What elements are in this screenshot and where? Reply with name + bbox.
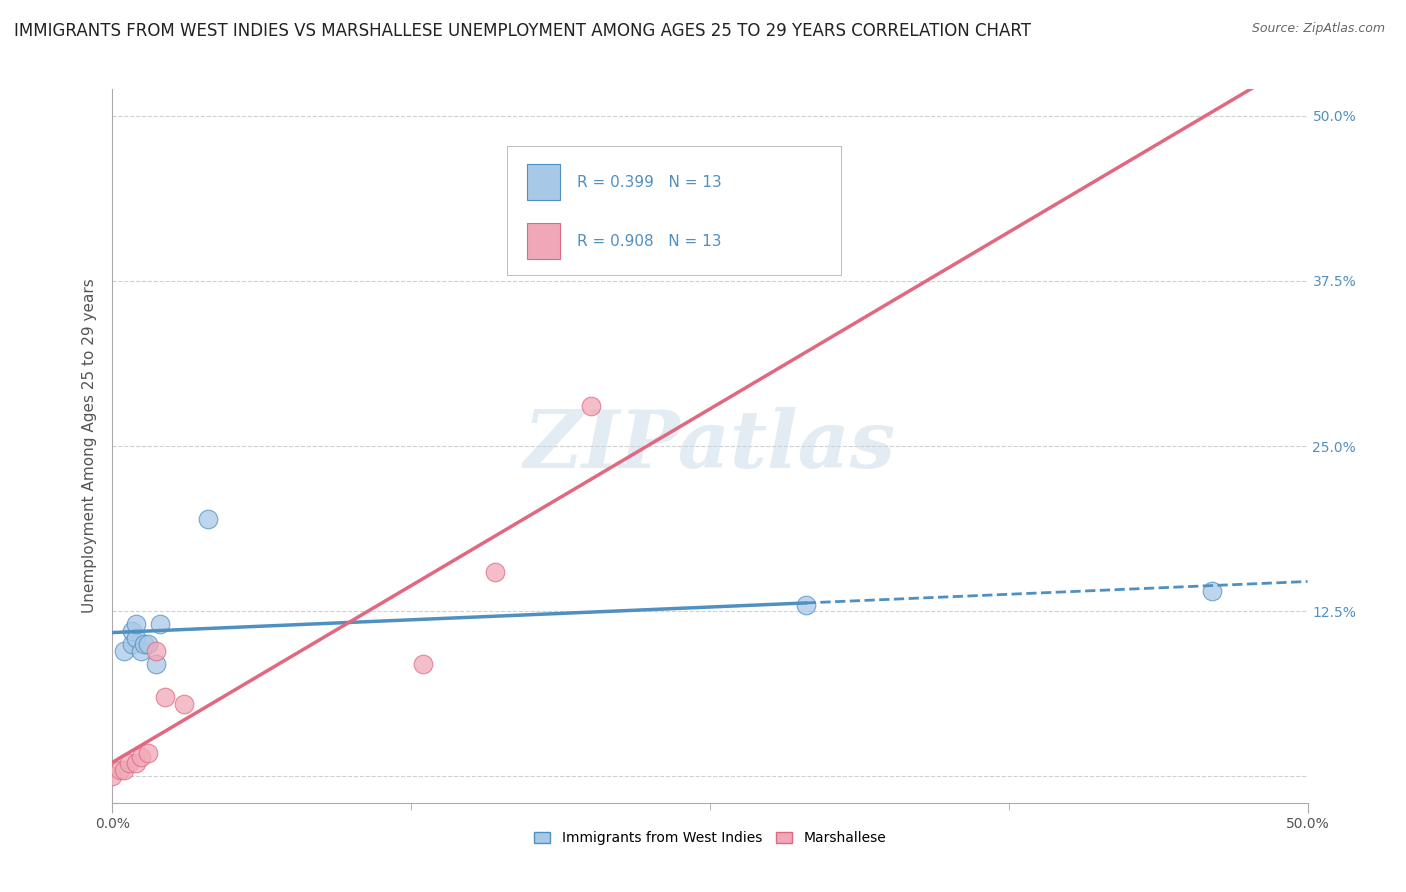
- Point: [129, 644, 152, 658]
- Point: [121, 637, 143, 651]
- Point: [118, 756, 141, 771]
- Point: [173, 697, 195, 711]
- Point: [101, 769, 124, 783]
- Point: [145, 657, 167, 671]
- Point: [125, 756, 148, 771]
- Point: [197, 511, 219, 525]
- Point: [138, 746, 160, 760]
- Point: [412, 657, 434, 671]
- Point: [1201, 584, 1223, 599]
- Point: [132, 637, 155, 651]
- Point: [794, 598, 817, 612]
- Text: Source: ZipAtlas.com: Source: ZipAtlas.com: [1251, 22, 1385, 36]
- Text: IMMIGRANTS FROM WEST INDIES VS MARSHALLESE UNEMPLOYMENT AMONG AGES 25 TO 29 YEAR: IMMIGRANTS FROM WEST INDIES VS MARSHALLE…: [14, 22, 1031, 40]
- Point: [129, 749, 152, 764]
- Point: [114, 763, 135, 777]
- Point: [145, 644, 167, 658]
- Y-axis label: Unemployment Among Ages 25 to 29 years: Unemployment Among Ages 25 to 29 years: [82, 278, 97, 614]
- Point: [108, 763, 131, 777]
- Point: [579, 400, 602, 414]
- Legend: Immigrants from West Indies, Marshallese: Immigrants from West Indies, Marshallese: [530, 827, 890, 849]
- Point: [125, 617, 148, 632]
- Point: [153, 690, 176, 704]
- Text: ZIPatlas: ZIPatlas: [524, 408, 896, 484]
- Point: [149, 617, 172, 632]
- Point: [138, 637, 160, 651]
- Point: [125, 631, 148, 645]
- Point: [484, 565, 506, 579]
- Point: [121, 624, 143, 638]
- Point: [114, 644, 135, 658]
